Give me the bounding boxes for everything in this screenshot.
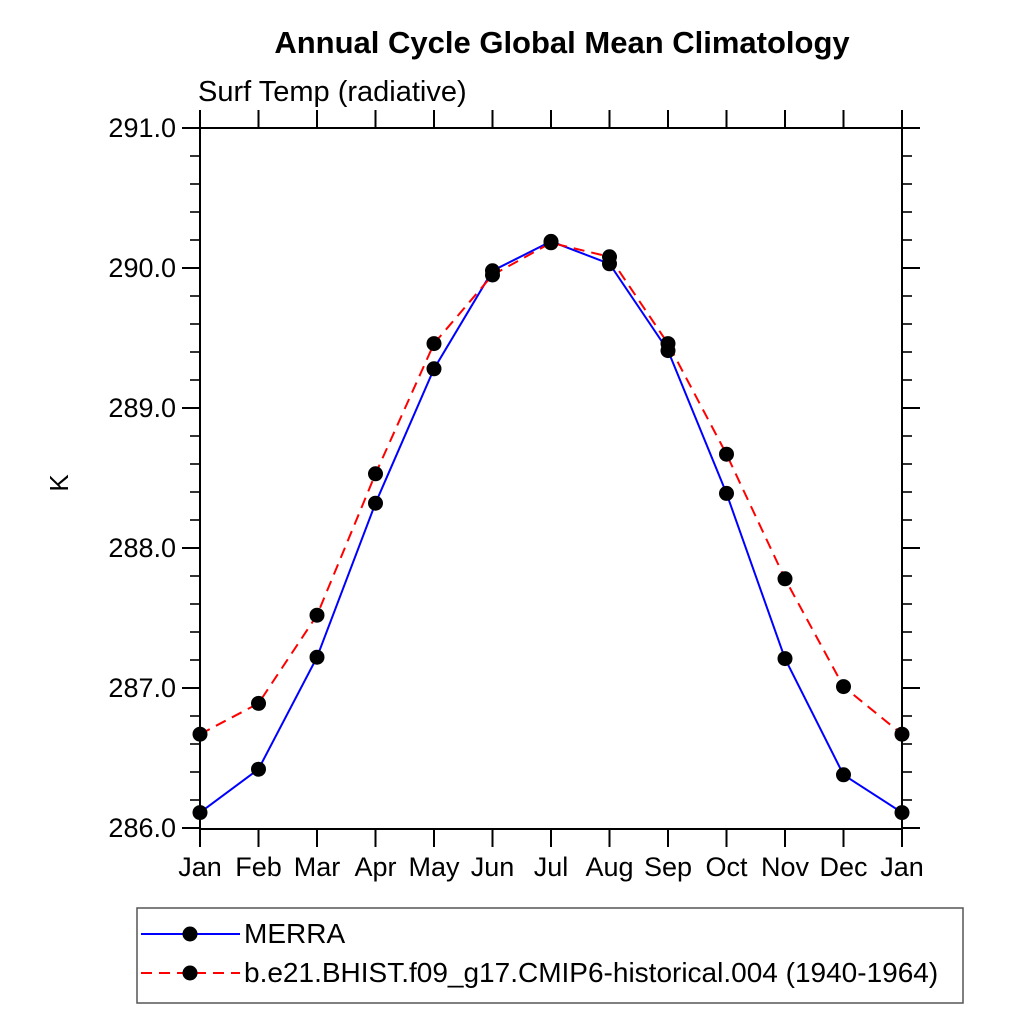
data-point-marker — [836, 767, 851, 783]
y-tick-label: 288.0 — [108, 533, 176, 563]
legend-label-merra: MERRA — [244, 918, 345, 949]
data-point-marker — [894, 805, 910, 821]
x-tick-label: Nov — [761, 852, 810, 882]
data-point-marker — [251, 761, 266, 777]
data-point-marker — [368, 495, 383, 511]
data-point-marker — [192, 726, 208, 742]
y-tick-label: 289.0 — [108, 393, 176, 423]
legend-samples — [141, 926, 240, 981]
plot-area: 286.0 287.0 288.0 289.0 290.0 291.0 Jan Feb Mar A… — [108, 110, 924, 882]
chart-subtitle: Surf Temp (radiative) — [198, 76, 467, 108]
data-point-marker — [660, 336, 676, 352]
data-point-marker — [836, 679, 851, 695]
plot-frame — [199, 127, 903, 830]
y-tick-label: 290.0 — [108, 253, 176, 283]
data-point-marker — [485, 267, 500, 283]
x-tick-label: Dec — [819, 852, 867, 882]
data-point-marker — [602, 249, 617, 265]
data-point-marker — [777, 651, 793, 667]
x-tick-label: Mar — [294, 852, 341, 882]
legend-box — [136, 907, 964, 1004]
data-point-marker — [543, 235, 559, 251]
y-tick-label: 291.0 — [108, 113, 176, 143]
data-point-marker — [251, 695, 266, 711]
y-axis-label: K — [44, 474, 74, 492]
x-tick-label: May — [408, 852, 460, 882]
legend-label-model: b.e21.BHIST.f09_g17.CMIP6-historical.004… — [244, 957, 938, 988]
x-tick-label: Oct — [705, 852, 748, 882]
series-line-0 — [199, 240, 903, 814]
x-tick-label: Apr — [354, 852, 396, 882]
x-tick-label: Jan — [880, 852, 924, 882]
data-point-marker — [426, 336, 442, 352]
data-point-marker — [192, 805, 208, 821]
x-tick-label: Jan — [178, 852, 222, 882]
x-tick-label: Sep — [644, 852, 692, 882]
data-point-marker — [719, 485, 734, 501]
data-point-marker — [719, 446, 734, 462]
data-point-marker — [309, 607, 325, 623]
data-point-marker — [309, 649, 325, 665]
chart-title: Annual Cycle Global Mean Climatology — [274, 25, 850, 60]
data-point-marker — [777, 571, 793, 587]
data-point-marker — [894, 726, 910, 742]
series-line-1 — [199, 241, 903, 736]
x-tick-label: Aug — [585, 852, 633, 882]
x-tick-label: Jun — [471, 852, 515, 882]
legend-sample-marker — [182, 965, 198, 981]
x-tick-label: Jul — [534, 852, 569, 882]
y-tick-label: 287.0 — [108, 673, 176, 703]
y-tick-label: 286.0 — [108, 813, 176, 843]
data-point-marker — [368, 466, 383, 482]
x-tick-label: Feb — [235, 852, 282, 882]
legend-sample-marker — [182, 926, 198, 942]
data-point-marker — [426, 361, 442, 377]
legend: MERRA b.e21.BHIST.f09_g17.CMIP6-historic… — [136, 907, 964, 1004]
